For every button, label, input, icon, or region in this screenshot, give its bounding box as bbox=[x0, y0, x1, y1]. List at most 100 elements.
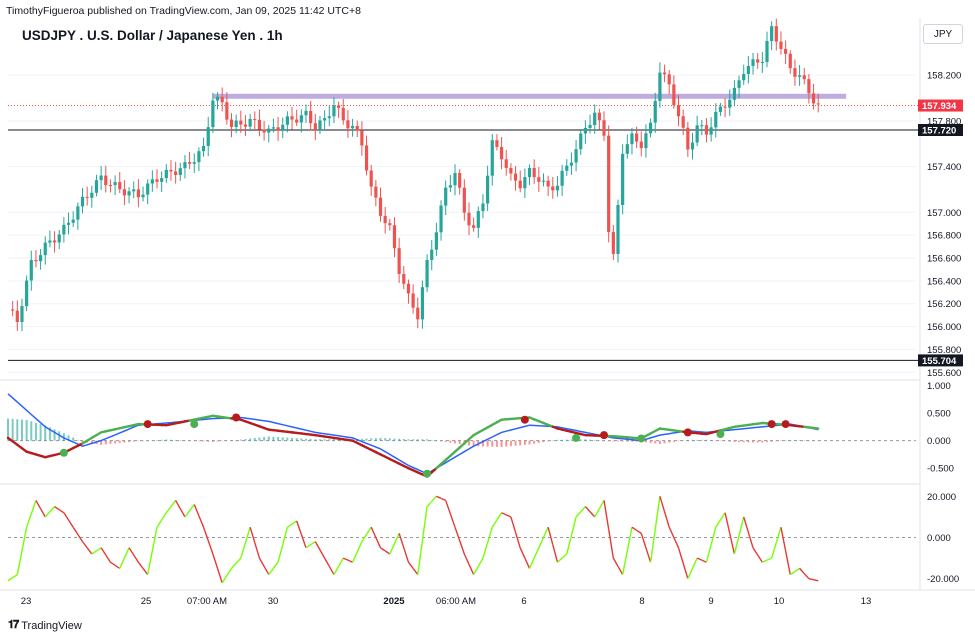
oscillator-line-segment bbox=[184, 510, 191, 518]
histogram-bar bbox=[817, 440, 820, 442]
candle-body bbox=[397, 248, 401, 274]
candle-body bbox=[630, 133, 634, 145]
candle-body bbox=[555, 185, 560, 191]
histogram-bar bbox=[267, 436, 270, 441]
oscillator-line-segment bbox=[151, 527, 158, 552]
current-price-badge bbox=[918, 99, 963, 112]
candle-body bbox=[807, 79, 811, 94]
histogram-bar bbox=[630, 440, 633, 442]
osc2-tick-label: -20.000 bbox=[927, 574, 959, 585]
histogram-bar bbox=[724, 440, 727, 442]
candle-body bbox=[700, 125, 704, 127]
price-tick-label: 155.600 bbox=[927, 368, 961, 379]
oscillator-line-segment bbox=[44, 511, 51, 518]
candle-body bbox=[34, 260, 38, 262]
oscillator-line-segment bbox=[342, 557, 349, 561]
histogram-bar bbox=[281, 437, 284, 441]
candle-body bbox=[369, 170, 373, 187]
symbol-title[interactable]: USDJPY . U.S. Dollar / Japanese Yen . 1h bbox=[22, 28, 283, 43]
candle-body bbox=[94, 180, 99, 193]
candle-body bbox=[304, 110, 308, 116]
candle-body bbox=[29, 260, 33, 281]
cross-marker bbox=[781, 420, 790, 429]
oscillator-line-segment bbox=[310, 541, 316, 546]
oscillator-line-segment bbox=[268, 567, 274, 576]
oscillator-line-segment bbox=[463, 553, 470, 565]
candle-body bbox=[648, 122, 653, 134]
candle-body bbox=[160, 178, 164, 182]
histogram-bar bbox=[593, 440, 596, 441]
candle-body bbox=[681, 116, 685, 128]
candle-body bbox=[742, 73, 746, 81]
currency-badge[interactable]: JPY bbox=[923, 24, 963, 44]
histogram-bar bbox=[291, 437, 294, 441]
candle-body bbox=[797, 75, 802, 77]
candle-body bbox=[458, 173, 462, 188]
candle-body bbox=[751, 59, 755, 67]
osc1-tick-label: 0.000 bbox=[927, 436, 951, 447]
candle-body bbox=[476, 211, 480, 228]
histogram-bar bbox=[318, 439, 321, 441]
histogram-bar bbox=[142, 440, 145, 442]
candle-body bbox=[621, 153, 625, 205]
oscillator-line-segment bbox=[254, 542, 261, 559]
candle-body bbox=[20, 306, 24, 323]
histogram-bar bbox=[738, 440, 741, 443]
candle-body bbox=[686, 127, 690, 150]
candle-body bbox=[667, 74, 671, 85]
candle-body bbox=[504, 159, 508, 168]
histogram-bar bbox=[728, 440, 731, 442]
osc1-tick-label: -0.500 bbox=[927, 464, 954, 475]
oscillator-line-segment bbox=[230, 562, 237, 569]
oscillator-line-segment bbox=[305, 544, 312, 549]
oscillator-line-segment bbox=[147, 550, 154, 575]
oscillator-line-segment bbox=[351, 551, 358, 563]
candle-body bbox=[611, 232, 615, 254]
histogram-bar bbox=[523, 440, 526, 445]
histogram-bar bbox=[458, 440, 461, 445]
candle-body bbox=[676, 105, 681, 117]
histogram-bar bbox=[30, 421, 33, 441]
oscillator-line-segment bbox=[54, 506, 60, 511]
oscillator-line-segment bbox=[766, 557, 772, 561]
candle-body bbox=[257, 119, 262, 130]
candle-body bbox=[467, 212, 471, 226]
candle-body bbox=[201, 145, 206, 152]
histogram-bar bbox=[235, 439, 238, 441]
oscillator-line-segment bbox=[35, 500, 42, 510]
oscillator-line-segment bbox=[598, 500, 605, 510]
price-tick-label: 156.000 bbox=[927, 322, 961, 333]
oscillator-line-segment bbox=[654, 496, 661, 530]
histogram-bar bbox=[337, 439, 340, 441]
histogram-bar bbox=[202, 440, 205, 442]
histogram-bar bbox=[742, 440, 745, 443]
oscillator-line-segment bbox=[77, 534, 84, 542]
histogram-bar bbox=[491, 440, 494, 447]
oscillator-line-segment bbox=[649, 529, 656, 563]
oscillator-line-segment bbox=[528, 557, 535, 569]
histogram-bar bbox=[607, 440, 610, 442]
candle-body bbox=[448, 185, 452, 188]
candle-body bbox=[425, 260, 429, 288]
oscillator-line-segment bbox=[161, 512, 167, 521]
oscillator-line-segment bbox=[784, 550, 791, 575]
histogram-bar bbox=[230, 440, 233, 441]
candle-body bbox=[565, 165, 569, 171]
histogram-bar bbox=[812, 440, 815, 442]
oscillator-line-segment bbox=[561, 553, 568, 559]
candle-body bbox=[644, 133, 648, 149]
oscillator-line-segment bbox=[426, 500, 433, 508]
candle-body bbox=[597, 112, 601, 121]
candle-body bbox=[136, 189, 140, 198]
oscillator-line-segment bbox=[49, 506, 56, 513]
histogram-bar bbox=[216, 440, 219, 442]
oscillator-line-segment bbox=[221, 575, 228, 584]
time-tick-label: 10 bbox=[774, 596, 785, 607]
price-tick-label: 156.200 bbox=[927, 299, 961, 310]
oscillator-line-segment bbox=[356, 541, 363, 553]
cross-marker bbox=[423, 469, 432, 478]
candle-body bbox=[653, 100, 657, 123]
histogram-bar bbox=[249, 438, 252, 441]
candle-body bbox=[285, 116, 289, 125]
